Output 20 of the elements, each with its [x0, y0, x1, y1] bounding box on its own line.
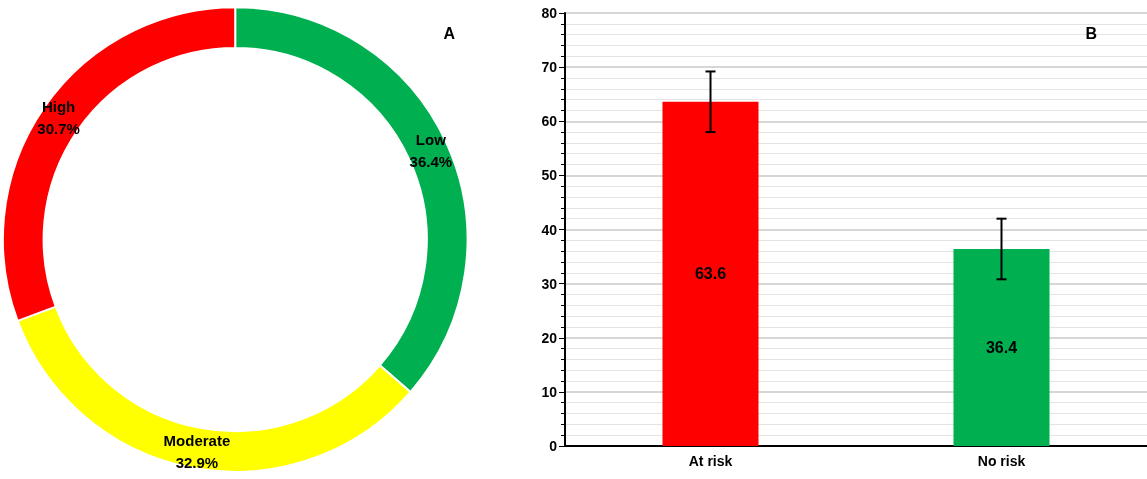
- data-label: 30.7%: [37, 119, 80, 137]
- y-tick-label: 80: [541, 5, 558, 21]
- y-tick-label: 10: [541, 383, 558, 400]
- x-tick-label: No risk: [977, 453, 1026, 469]
- data-label: 36.4%: [409, 152, 453, 170]
- y-tick-label: 50: [541, 167, 558, 184]
- y-tick-label: 30: [541, 275, 558, 292]
- data-label: 36.4: [985, 338, 1018, 356]
- y-tick-label: 20: [541, 329, 558, 346]
- text: B: [1085, 24, 1098, 42]
- text: A: [443, 24, 456, 42]
- slice-label: Moderate: [163, 431, 231, 449]
- y-tick-label: 40: [541, 221, 558, 238]
- y-tick-label: 70: [541, 59, 558, 76]
- x-tick-label: At risk: [688, 453, 733, 469]
- y-tick-label: 60: [541, 113, 558, 130]
- y-tick-label: 0: [549, 438, 558, 454]
- slice-label: High: [41, 97, 76, 115]
- data-label: 32.9%: [175, 453, 219, 471]
- data-label: 63.6: [694, 265, 727, 283]
